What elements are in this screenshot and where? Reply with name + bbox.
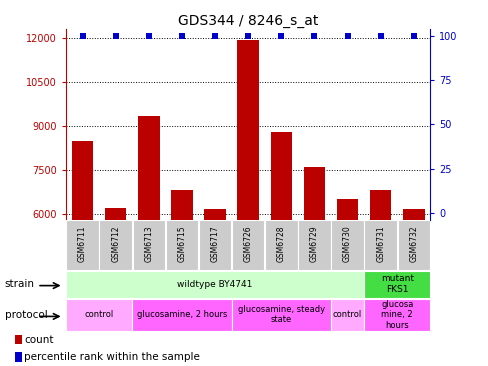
Text: glucosamine, 2 hours: glucosamine, 2 hours — [137, 310, 226, 319]
Bar — [303, 167, 325, 366]
Bar — [66, 220, 99, 270]
Bar — [132, 299, 231, 330]
Bar — [99, 220, 132, 270]
Text: protocol: protocol — [5, 310, 47, 320]
Bar — [132, 220, 165, 270]
Text: GSM6712: GSM6712 — [111, 225, 120, 262]
Text: glucosamine, steady
state: glucosamine, steady state — [237, 305, 324, 325]
Bar — [364, 220, 396, 270]
Text: GSM6728: GSM6728 — [276, 225, 285, 262]
Bar — [369, 190, 390, 366]
Bar — [364, 299, 429, 330]
Text: GSM6717: GSM6717 — [210, 225, 219, 262]
Bar — [364, 271, 429, 298]
Text: control: control — [84, 310, 114, 319]
Text: GSM6713: GSM6713 — [144, 225, 153, 262]
Bar — [270, 132, 291, 366]
Bar — [264, 220, 297, 270]
Bar — [402, 209, 424, 366]
Bar — [298, 220, 330, 270]
Bar — [15, 335, 22, 344]
Text: strain: strain — [5, 279, 35, 289]
Bar — [199, 220, 231, 270]
Bar — [171, 190, 192, 366]
Bar — [15, 352, 22, 362]
Text: count: count — [24, 335, 54, 344]
Bar — [397, 220, 429, 270]
Bar — [231, 220, 264, 270]
Text: GSM6726: GSM6726 — [243, 225, 252, 262]
Text: GSM6711: GSM6711 — [78, 225, 87, 262]
Text: control: control — [332, 310, 362, 319]
Text: GSM6715: GSM6715 — [177, 225, 186, 262]
Bar — [330, 299, 364, 330]
Bar — [231, 299, 330, 330]
Bar — [204, 209, 225, 366]
Text: GSM6730: GSM6730 — [342, 225, 351, 262]
Title: GDS344 / 8246_s_at: GDS344 / 8246_s_at — [178, 14, 318, 28]
Bar — [330, 220, 363, 270]
Bar — [66, 271, 364, 298]
Text: GSM6729: GSM6729 — [309, 225, 318, 262]
Text: percentile rank within the sample: percentile rank within the sample — [24, 352, 200, 362]
Bar — [336, 199, 358, 366]
Text: GSM6731: GSM6731 — [375, 225, 385, 262]
Bar — [72, 141, 93, 366]
Bar — [105, 208, 126, 366]
Text: mutant
FKS1: mutant FKS1 — [380, 274, 413, 294]
Bar — [66, 299, 132, 330]
Text: wildtype BY4741: wildtype BY4741 — [177, 280, 252, 289]
Text: GSM6732: GSM6732 — [408, 225, 417, 262]
Bar — [138, 116, 159, 366]
Bar — [237, 40, 259, 366]
Text: glucosa
mine, 2
hours: glucosa mine, 2 hours — [380, 300, 412, 330]
Bar — [165, 220, 198, 270]
